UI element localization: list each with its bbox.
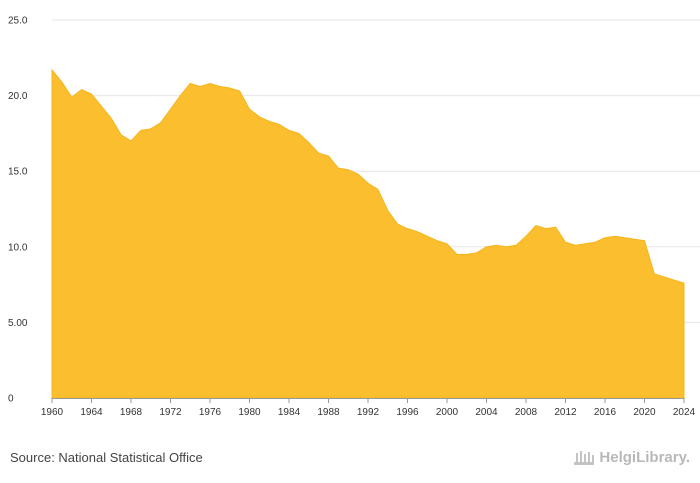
library-icon [574,451,595,465]
y-tick-label: 20.0 [8,91,28,102]
x-tick-label: 1964 [80,407,103,418]
y-tick-label: 5.00 [8,318,28,329]
x-tick-label: 1996 [396,407,419,418]
y-tick-label: 25.0 [8,16,28,27]
y-tick-label: 0 [8,394,14,405]
x-tick-label: 2008 [515,407,538,418]
y-tick-label: 10.0 [8,242,28,253]
axes: 0 5.00 10.0 15.0 20.0 25.0 1960 1964 1968 1972 197… [8,16,696,419]
x-tick-label: 2012 [554,407,577,418]
x-tick-label: 1992 [357,407,380,418]
area-chart: 0 5.00 10.0 15.0 20.0 25.0 1960 1964 1968 1972 197… [8,16,700,419]
x-tick-label: 2004 [475,407,498,418]
x-tick-label: 1984 [278,407,301,418]
area-fill [51,68,685,399]
x-tick-label: 1972 [159,407,182,418]
area-series [51,68,685,399]
brand-name: HelgiLibrary. [599,448,690,466]
x-tick-label: 1988 [317,407,340,418]
x-tick-label: 2020 [633,407,656,418]
x-tick-label: 1960 [41,407,64,418]
x-tick-label: 1976 [199,407,222,418]
x-tick-label: 2024 [673,407,696,418]
x-tick-label: 2000 [436,407,459,418]
y-tick-label: 15.0 [8,167,28,178]
x-tick-label: 1980 [238,407,261,418]
x-tick-label: 1968 [120,407,143,418]
source-note: Source: National Statistical Office [10,450,203,465]
brand-logo: HelgiLibrary. [573,448,690,466]
x-tick-label: 2016 [594,407,617,418]
